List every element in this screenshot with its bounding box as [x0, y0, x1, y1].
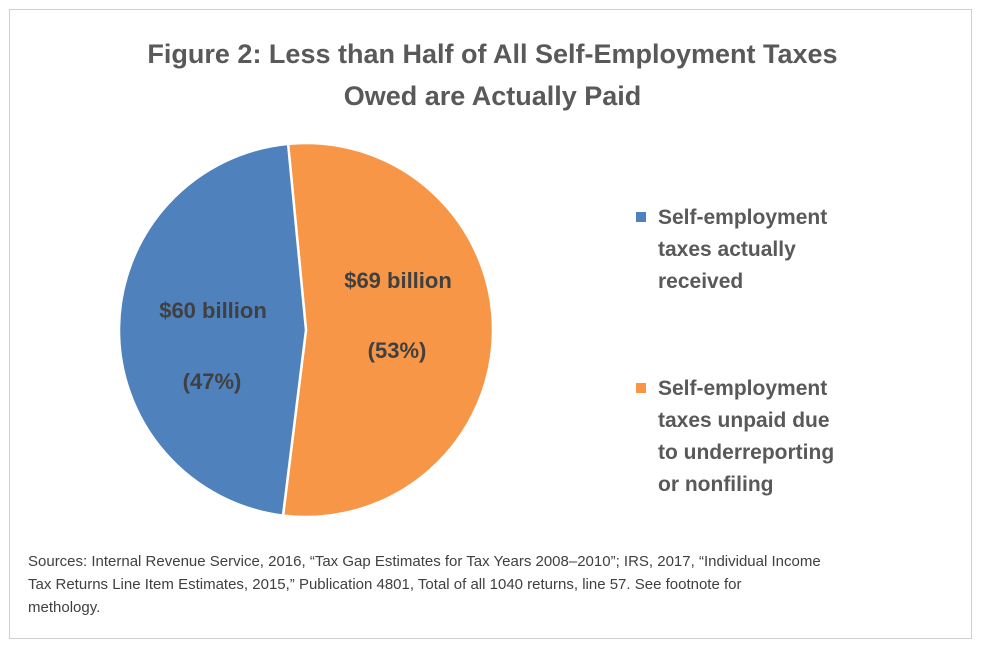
pie-slice-unpaid	[281, 141, 495, 519]
source-note: Sources: Internal Revenue Service, 2016,…	[28, 550, 958, 619]
legend-label-line: taxes unpaid due	[658, 409, 830, 432]
chart-title-line-2: Owed are Actually Paid	[343, 81, 642, 111]
legend-swatch-unpaid	[636, 383, 646, 393]
pie-slice-received	[117, 142, 308, 517]
slice-value-label-unpaid: $69 billion	[344, 268, 452, 293]
slice-percent-label-received: (47%)	[183, 369, 242, 394]
slice-percent-label-unpaid: (53%)	[368, 338, 427, 363]
legend-label-line: taxes actually	[658, 238, 796, 261]
source-line: methology.	[28, 599, 101, 616]
legend-label-line: Self-employment	[658, 377, 828, 400]
legend-label-line: to underreporting	[658, 441, 835, 464]
slice-value-label-received: $60 billion	[159, 298, 267, 323]
legend-label-line: received	[658, 270, 744, 293]
legend-label-line: Self-employment	[658, 206, 828, 229]
source-line: Tax Returns Line Item Estimates, 2015,” …	[28, 576, 742, 593]
legend-swatch-received	[636, 212, 646, 222]
legend-item-unpaid: Self-employment taxes unpaid due to unde…	[636, 373, 888, 501]
legend-item-received: Self-employment taxes actually received	[636, 202, 888, 298]
chart-title-line-1: Figure 2: Less than Half of All Self-Emp…	[147, 39, 838, 69]
source-line: Sources: Internal Revenue Service, 2016,…	[28, 553, 821, 570]
legend-label-line: or nonfiling	[658, 473, 774, 496]
